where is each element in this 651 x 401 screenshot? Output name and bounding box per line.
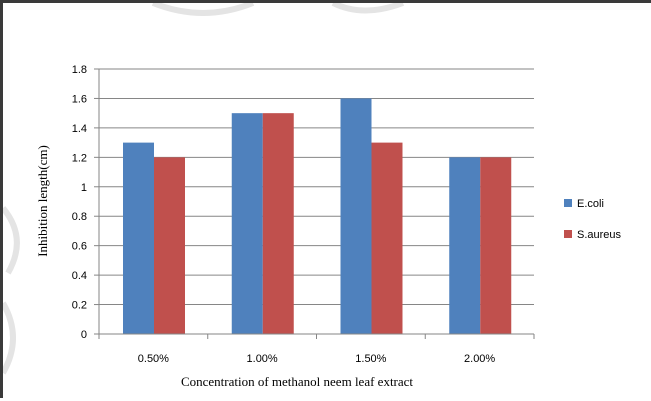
- y-tick-label: 1.6: [72, 93, 87, 105]
- bars: [123, 98, 512, 335]
- x-tick-label: 2.00%: [464, 353, 495, 365]
- legend-swatch: [564, 199, 572, 207]
- bar-e-coli-200: [449, 157, 481, 334]
- bar-e-coli-100: [231, 113, 263, 335]
- legend-label: S.aureus: [577, 229, 622, 241]
- y-axis-title: Inhibition length(cm): [35, 145, 50, 257]
- y-tick-label: 0.6: [72, 241, 87, 253]
- y-tick-label: 0.8: [72, 211, 87, 223]
- bar-e-coli-150: [340, 98, 372, 334]
- bar-chart: 0 0.2 0.4 0.6 0.8 1 1.2 1.4 1.6 1.8 0.50% 1.00% 1.5…: [3, 3, 622, 389]
- y-tick-label: 1: [81, 182, 87, 194]
- x-axis-title: Concentration of methanol neem leaf extr…: [181, 374, 413, 389]
- x-tick-label: 0.50%: [138, 353, 169, 365]
- axes: [94, 68, 535, 339]
- y-tick-label: 0.4: [72, 270, 87, 282]
- x-tick-label: 1.00%: [247, 353, 278, 365]
- background-watermark: [3, 3, 405, 375]
- y-tick-label: 1.2: [72, 152, 87, 164]
- bar-e-coli-050: [123, 142, 154, 334]
- bar-s-aureus-150: [371, 142, 403, 334]
- bar-s-aureus-200: [480, 157, 512, 334]
- legend-label: E.coli: [577, 198, 604, 210]
- x-tick-label: 1.50%: [355, 353, 386, 365]
- y-tick-labels: 0 0.2 0.4 0.6 0.8 1 1.2 1.4 1.6 1.8: [72, 64, 87, 341]
- bar-s-aureus-050: [154, 157, 185, 334]
- y-tick-label: 0: [81, 329, 87, 341]
- y-tick-label: 0.2: [72, 300, 87, 312]
- bar-s-aureus-100: [262, 113, 294, 335]
- legend: E.coli S.aureus: [564, 198, 622, 241]
- y-tick-label: 1.8: [72, 64, 87, 76]
- x-tick-labels: 0.50% 1.00% 1.50% 2.00%: [138, 353, 496, 365]
- y-tick-label: 1.4: [72, 123, 87, 135]
- legend-swatch: [564, 230, 572, 238]
